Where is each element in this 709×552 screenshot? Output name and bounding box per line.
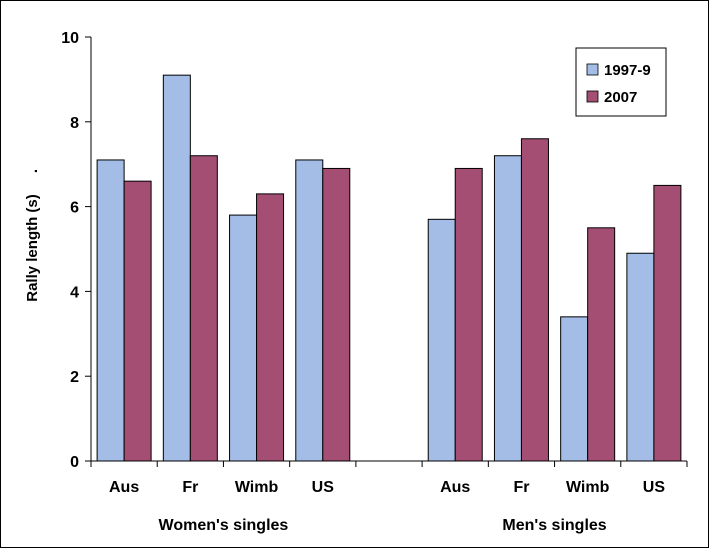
bar-1997-9-Aus-0	[96, 159, 125, 462]
y-axis-title-suffix: .	[24, 169, 41, 173]
bar-2007-Fr-6	[520, 138, 549, 462]
category-label: Wimb	[235, 479, 279, 496]
category-label: Aus	[109, 479, 139, 496]
bar-2007-US-3	[322, 167, 351, 462]
bar-2007-US-8	[653, 184, 682, 462]
bar-1997-9-Fr-6	[493, 155, 522, 462]
category-label: Fr	[513, 479, 529, 496]
bar-1997-9-Wimb-7	[560, 316, 589, 462]
y-tick-label: 2	[70, 369, 79, 386]
group-label: Women's singles	[159, 517, 289, 534]
legend-label-1997-9: 1997-9	[604, 62, 651, 79]
bar-2007-Wimb-7	[587, 227, 616, 462]
y-axis-ticks: 0 2 4 6 8 10	[61, 30, 91, 471]
legend-box	[575, 47, 667, 117]
category-label: US	[643, 479, 666, 496]
bar-1997-9-Wimb-2	[229, 214, 258, 462]
group-label: Men's singles	[502, 517, 606, 534]
bar-2007-Aus-5	[454, 167, 483, 462]
legend-label-2007: 2007	[604, 89, 637, 106]
y-axis-title: Rally length (s)	[24, 194, 41, 302]
category-label: Aus	[440, 479, 470, 496]
legend: 1997-9 2007	[575, 47, 667, 117]
category-labels: Aus Fr Wimb US Aus Fr Wimb US	[109, 479, 665, 496]
y-tick-label: 4	[70, 284, 79, 301]
bar-2007-Fr-1	[189, 155, 218, 462]
bar-1997-9-US-8	[626, 252, 655, 462]
category-label: Fr	[182, 479, 198, 496]
y-tick-label: 8	[70, 115, 79, 132]
y-tick-label: 6	[70, 200, 79, 217]
legend-swatch-1997-9	[586, 63, 599, 76]
bar-1997-9-US-3	[295, 159, 324, 462]
x-axis-ticks	[90, 461, 688, 467]
bars	[96, 74, 682, 462]
bar-1997-9-Fr-1	[162, 74, 191, 462]
legend-swatch-2007	[586, 90, 599, 103]
category-label: Wimb	[566, 479, 610, 496]
bar-2007-Aus-0	[123, 180, 152, 462]
group-labels: Women's singles Men's singles	[159, 517, 607, 534]
y-tick-label: 10	[61, 30, 79, 47]
bar-2007-Wimb-2	[256, 193, 285, 462]
category-label: US	[312, 479, 335, 496]
bar-1997-9-Aus-5	[427, 218, 456, 462]
y-tick-label: 0	[70, 454, 79, 471]
